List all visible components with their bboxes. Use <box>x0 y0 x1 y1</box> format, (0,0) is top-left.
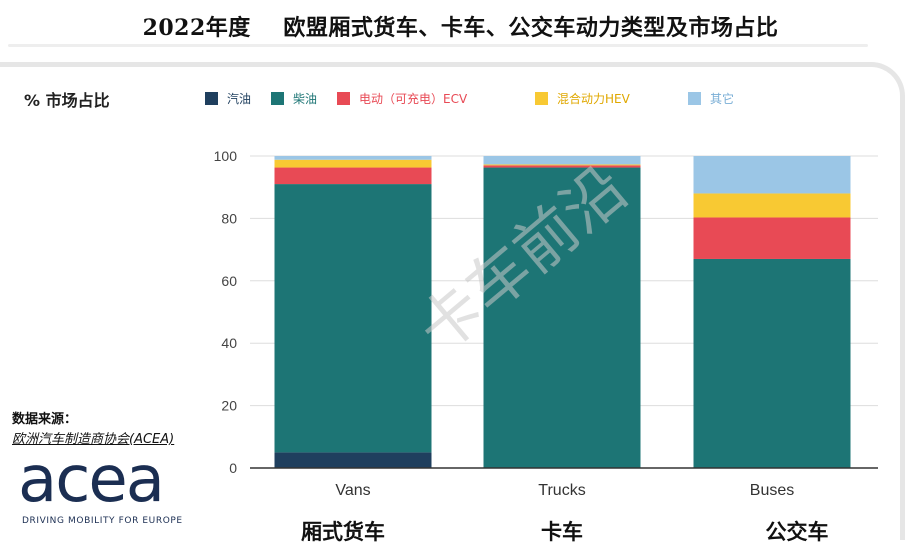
bar-segment-buses-1 <box>693 258 851 468</box>
bar-segment-buses-4 <box>693 156 851 194</box>
legend-swatch-diesel <box>271 91 284 105</box>
category-label-cn-buses: 公交车 <box>765 520 829 544</box>
category-label-cn-trucks: 卡车 <box>541 520 583 544</box>
bar-segment-vans-4 <box>274 156 432 160</box>
legend-item-petrol: 汽油 <box>205 89 251 107</box>
y-tick-label: 0 <box>229 460 237 476</box>
bar-segment-trucks-4 <box>483 156 641 165</box>
bar-segment-vans-1 <box>274 184 432 453</box>
y-tick-label: 80 <box>221 210 237 226</box>
legend-item-other: 其它 <box>688 89 734 107</box>
x-tick-label-vans: Vans <box>335 482 370 499</box>
y-axis-label: % 市场占比 <box>24 91 110 110</box>
bar-segment-vans-2 <box>274 167 432 185</box>
acea-logo: acea <box>18 443 165 517</box>
legend-swatch-hev <box>535 91 548 105</box>
chart-panel-border <box>0 62 905 540</box>
legend-swatch-ecv <box>337 91 350 105</box>
source-heading: 数据来源： <box>12 412 78 427</box>
bar-segment-trucks-3 <box>483 164 641 166</box>
y-tick-label: 60 <box>221 273 237 289</box>
bar-segment-trucks-2 <box>483 165 641 168</box>
decorative-line <box>8 44 868 47</box>
category-label-cn-vans: 厢式货车 <box>301 520 385 544</box>
legend-label-hev: 混合动力HEV <box>557 91 630 106</box>
acea-logo-tagline: DRIVING MOBILITY FOR EUROPE <box>22 516 183 526</box>
bar-segment-buses-3 <box>693 193 851 218</box>
legend-item-diesel: 柴油 <box>271 89 317 107</box>
legend-label-petrol: 汽油 <box>227 91 252 106</box>
x-tick-label-buses: Buses <box>750 482 794 499</box>
bar-segment-trucks-1 <box>483 167 641 468</box>
bar-segment-buses-2 <box>693 217 851 259</box>
bar-segment-vans-0 <box>274 452 432 468</box>
legend-swatch-petrol <box>205 91 218 105</box>
legend-label-other: 其它 <box>710 91 735 106</box>
y-tick-label: 100 <box>214 148 238 164</box>
source-link[interactable]: 欧洲汽车制造商协会(ACEA) <box>12 432 175 447</box>
legend-label-diesel: 柴油 <box>293 91 318 106</box>
legend-label-ecv: 电动（可充电）ECV <box>359 91 468 106</box>
legend-item-hev: 混合动力HEV <box>535 89 630 107</box>
bar-segment-vans-3 <box>274 159 432 168</box>
y-tick-label: 40 <box>221 335 237 351</box>
y-tick-label: 20 <box>221 398 237 414</box>
legend-swatch-other <box>688 91 701 105</box>
legend-item-ecv: 电动（可充电）ECV <box>337 89 467 107</box>
chart-title: 2022年度 欧盟厢式货车、卡车、公交车动力类型及市场占比 <box>142 15 779 41</box>
x-tick-label-trucks: Trucks <box>538 482 585 499</box>
